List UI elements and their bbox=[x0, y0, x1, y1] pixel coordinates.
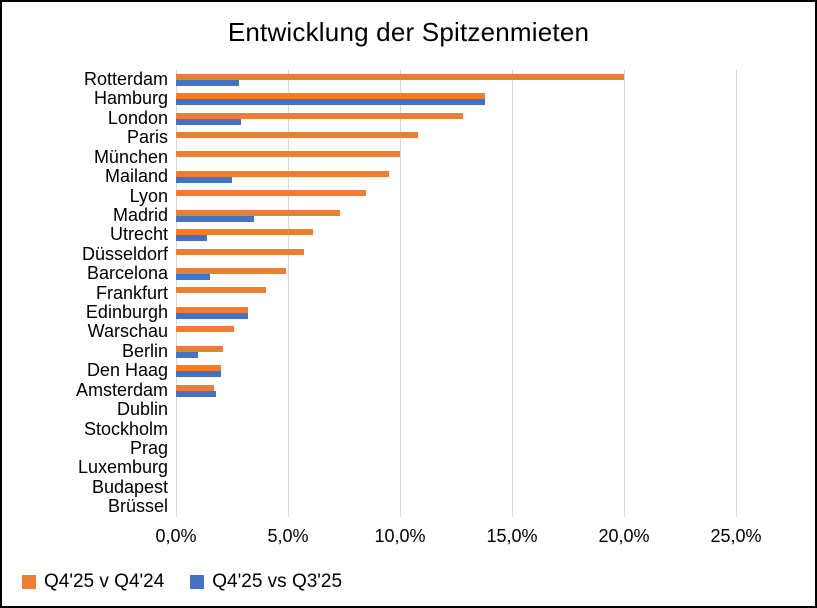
bar-yoy-rotterdam bbox=[176, 73, 624, 80]
bar-row-madrid bbox=[176, 206, 791, 225]
bar-row-den-haag bbox=[176, 362, 791, 381]
category-label-lyon: Lyon bbox=[129, 185, 168, 206]
x-tick-label-15: 15,0% bbox=[486, 526, 538, 546]
bar-row-prag bbox=[176, 439, 791, 458]
bar-row-frankfurt bbox=[176, 284, 791, 303]
bar-row-dublin bbox=[176, 400, 791, 419]
category-label-rotterdam: Rotterdam bbox=[83, 69, 168, 89]
bar-yoy-frankfurt bbox=[176, 287, 266, 294]
category-label-dublin: Dublin bbox=[116, 399, 168, 420]
chart-title: Entwicklung der Spitzenmieten bbox=[227, 17, 590, 47]
bar-row-brüssel bbox=[176, 498, 791, 517]
bar-row-düsseldorf bbox=[176, 245, 791, 264]
category-label-den-haag: Den Haag bbox=[86, 360, 168, 381]
category-label-hamburg: Hamburg bbox=[93, 88, 168, 109]
bar-yoy-den-haag bbox=[176, 365, 221, 372]
category-label-amsterdam: Amsterdam bbox=[75, 379, 168, 400]
bar-yoy-london bbox=[176, 112, 463, 119]
gridline-0 bbox=[176, 70, 177, 517]
category-label-stockholm: Stockholm bbox=[83, 418, 168, 439]
category-label-brüssel: Brüssel bbox=[107, 496, 168, 517]
category-label-luxemburg: Luxemburg bbox=[77, 457, 168, 478]
bar-yoy-utrecht bbox=[176, 229, 313, 236]
bar-row-berlin bbox=[176, 342, 791, 361]
bar-row-lyon bbox=[176, 187, 791, 206]
bar-row-utrecht bbox=[176, 225, 791, 244]
bar-row-london bbox=[176, 109, 791, 128]
category-label-prag: Prag bbox=[129, 438, 168, 459]
bar-qoq-hamburg bbox=[176, 99, 486, 106]
legend: Q4'25 v Q4'24 Q4'25 vs Q3'25 bbox=[22, 571, 342, 593]
gridline-25 bbox=[736, 70, 737, 517]
x-tick-label-10: 10,0% bbox=[374, 526, 426, 546]
bar-yoy-berlin bbox=[176, 345, 224, 352]
bar-row-warschau bbox=[176, 323, 791, 342]
bar-row-edinburgh bbox=[176, 303, 791, 322]
bar-yoy-paris bbox=[176, 132, 418, 138]
bar-yoy-düsseldorf bbox=[176, 248, 304, 255]
bar-yoy-amsterdam bbox=[176, 384, 215, 391]
category-label-budapest: Budapest bbox=[91, 476, 168, 497]
bar-yoy-madrid bbox=[176, 209, 340, 216]
bar-row-hamburg bbox=[176, 89, 791, 108]
x-tick-label-0: 0,0% bbox=[155, 526, 197, 546]
category-label-mailand: Mailand bbox=[104, 166, 168, 187]
bar-yoy-warschau bbox=[176, 326, 235, 333]
bar-row-budapest bbox=[176, 478, 791, 497]
bar-row-amsterdam bbox=[176, 381, 791, 400]
bar-row-stockholm bbox=[176, 420, 791, 439]
bar-row-paris bbox=[176, 128, 791, 147]
bar-qoq-london bbox=[176, 118, 241, 125]
legend-label-qoq: Q4'25 vs Q3'25 bbox=[212, 571, 343, 592]
x-tick-label-5: 5,0% bbox=[267, 526, 309, 546]
bar-qoq-madrid bbox=[176, 215, 255, 222]
category-label-münchen: München bbox=[93, 146, 168, 167]
bar-row-rotterdam bbox=[176, 70, 791, 89]
gridline-5 bbox=[288, 70, 289, 517]
x-tick-label-25: 25,0% bbox=[710, 526, 762, 546]
bar-qoq-edinburgh bbox=[176, 312, 248, 319]
category-label-barcelona: Barcelona bbox=[86, 263, 168, 284]
bar-yoy-mailand bbox=[176, 170, 389, 177]
category-label-düsseldorf: Düsseldorf bbox=[81, 243, 168, 264]
bar-row-münchen bbox=[176, 148, 791, 167]
gridline-10 bbox=[400, 70, 401, 517]
plot-area bbox=[176, 70, 791, 517]
bar-yoy-edinburgh bbox=[176, 306, 248, 313]
bar-qoq-rotterdam bbox=[176, 79, 239, 86]
bar-qoq-berlin bbox=[176, 351, 199, 358]
gridline-20 bbox=[624, 70, 625, 517]
bar-qoq-den-haag bbox=[176, 371, 221, 378]
legend-swatch-yoy bbox=[22, 575, 36, 589]
bar-qoq-barcelona bbox=[176, 274, 210, 281]
legend-swatch-qoq bbox=[190, 575, 205, 589]
bar-yoy-lyon bbox=[176, 190, 367, 197]
category-axis: Rotterdam Hamburg London Paris München Mailan… bbox=[2, 69, 168, 517]
bar-qoq-mailand bbox=[176, 176, 232, 183]
bar-yoy-barcelona bbox=[176, 268, 286, 275]
category-label-madrid: Madrid bbox=[112, 204, 168, 225]
category-label-utrecht: Utrecht bbox=[109, 224, 168, 245]
bar-row-barcelona bbox=[176, 264, 791, 283]
bar-row-mailand bbox=[176, 167, 791, 186]
legend-label-yoy: Q4'25 v Q4'24 bbox=[44, 571, 165, 592]
legend-item-yoy: Q4'25 v Q4'24 bbox=[22, 571, 164, 593]
x-tick-label-20: 20,0% bbox=[598, 526, 650, 546]
bar-yoy-münchen bbox=[176, 151, 400, 158]
category-label-berlin: Berlin bbox=[121, 340, 168, 361]
category-label-edinburgh: Edinburgh bbox=[85, 302, 168, 323]
category-label-london: London bbox=[107, 107, 168, 128]
bar-row-luxemburg bbox=[176, 459, 791, 478]
category-label-paris: Paris bbox=[126, 127, 168, 148]
bar-yoy-hamburg bbox=[176, 93, 486, 100]
bar-qoq-amsterdam bbox=[176, 390, 217, 397]
gridline-15 bbox=[512, 70, 513, 517]
category-label-frankfurt: Frankfurt bbox=[95, 282, 168, 303]
category-label-warschau: Warschau bbox=[87, 321, 168, 342]
bar-qoq-utrecht bbox=[176, 235, 208, 242]
legend-item-qoq: Q4'25 vs Q3'25 bbox=[190, 571, 342, 593]
